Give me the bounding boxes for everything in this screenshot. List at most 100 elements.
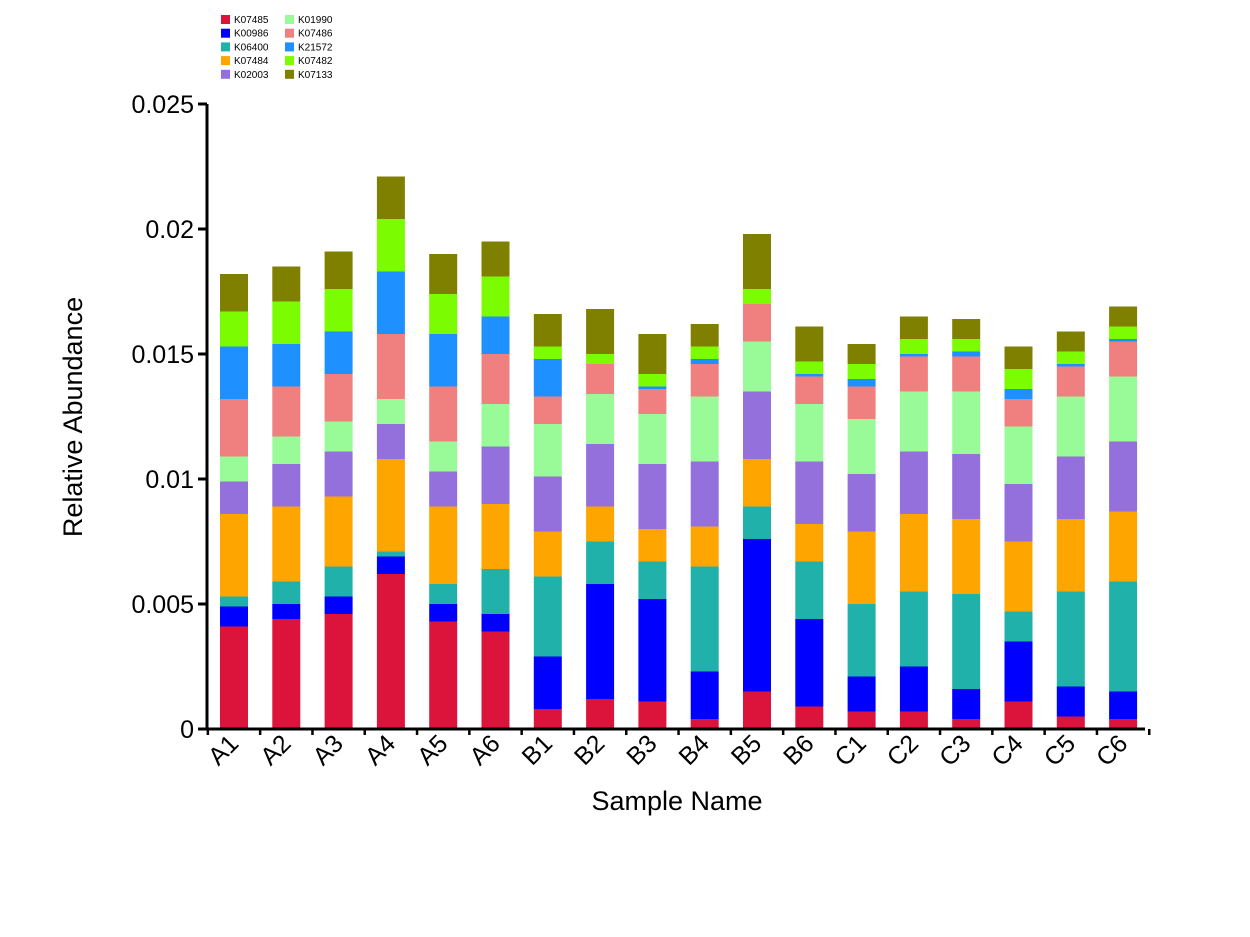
bar-segment-B5-K07484 bbox=[743, 459, 771, 507]
bar-segment-C2-K06400 bbox=[899, 591, 928, 667]
bar-segment-B1-K02003 bbox=[533, 476, 562, 532]
bar-segment-A1-K07486 bbox=[220, 399, 248, 457]
bar-segment-A4-K07484 bbox=[376, 459, 405, 552]
bar-segment-C3-K21572 bbox=[952, 351, 981, 357]
x-tick-label-C5: C5 bbox=[1039, 729, 1081, 771]
bar-segment-A3-K21572 bbox=[324, 331, 353, 374]
bar-segment-C5-K02003 bbox=[1056, 456, 1085, 519]
bar-segment-C3-K07485 bbox=[952, 719, 981, 729]
bar-segment-C2-K07485 bbox=[899, 711, 928, 729]
bar-segment-B2-K07486 bbox=[586, 364, 615, 394]
bar-segment-B6-K01990 bbox=[795, 404, 824, 462]
bar-segment-C4-K21572 bbox=[1004, 389, 1033, 399]
x-tick-label-A3: A3 bbox=[307, 729, 348, 770]
bar-segment-C4-K02003 bbox=[1004, 484, 1033, 542]
bar-segment-C3-K02003 bbox=[952, 454, 981, 519]
bar-segment-A2-K02003 bbox=[272, 464, 301, 507]
legend-swatch-K07484 bbox=[221, 56, 230, 66]
x-tick-label-A2: A2 bbox=[255, 729, 296, 770]
bar-segment-C2-K02003 bbox=[899, 451, 928, 514]
legend-label-K07485: K07485 bbox=[234, 15, 269, 26]
bar-segment-A6-K07133 bbox=[481, 241, 510, 277]
bar-segment-C3-K07484 bbox=[952, 519, 981, 594]
bar-segment-A1-K02003 bbox=[220, 481, 248, 514]
bar-segment-C5-K00986 bbox=[1056, 686, 1085, 717]
bar-segment-C2-K01990 bbox=[899, 391, 928, 452]
bar-segment-A2-K07484 bbox=[272, 506, 301, 582]
bar-segment-B3-K07484 bbox=[638, 529, 667, 562]
bar-segment-B6-K00986 bbox=[795, 619, 824, 707]
bar-segment-B6-K21572 bbox=[795, 374, 824, 377]
bar-segment-C1-K06400 bbox=[847, 604, 876, 677]
bar-segment-B6-K07484 bbox=[795, 524, 824, 562]
legend-swatch-K06400 bbox=[221, 42, 230, 52]
bar-segment-B1-K07486 bbox=[533, 396, 562, 424]
bar-segment-B5-K06400 bbox=[743, 506, 771, 539]
bar-segment-C4-K06400 bbox=[1004, 611, 1033, 642]
bar-segment-C4-K07482 bbox=[1004, 369, 1033, 389]
bar-segment-B4-K07482 bbox=[690, 346, 719, 359]
bar-segment-A4-K00986 bbox=[376, 556, 405, 574]
y-axis-title: Relative Abundance bbox=[58, 297, 88, 537]
bar-segment-A3-K07485 bbox=[324, 614, 353, 729]
bar-segment-B2-K06400 bbox=[586, 541, 615, 584]
bar-segment-B3-K00986 bbox=[638, 599, 667, 702]
bar-segment-A6-K01990 bbox=[481, 404, 510, 447]
bar-segment-B1-K07482 bbox=[533, 346, 562, 359]
bar-segment-C3-K01990 bbox=[952, 391, 981, 454]
bar-segment-C3-K07482 bbox=[952, 339, 981, 352]
bar-segment-C6-K07486 bbox=[1109, 341, 1138, 377]
bar-segment-C3-K07486 bbox=[952, 356, 981, 392]
bar-segment-C4-K07486 bbox=[1004, 399, 1033, 427]
legend-label-K07486: K07486 bbox=[298, 29, 333, 40]
bar-segment-A6-K02003 bbox=[481, 446, 510, 504]
x-tick-label-B3: B3 bbox=[621, 729, 662, 770]
bar-segment-A1-K06400 bbox=[220, 596, 248, 607]
x-tick-label-C3: C3 bbox=[934, 729, 976, 771]
bar-segment-C4-K07133 bbox=[1004, 346, 1033, 369]
x-tick-label-C6: C6 bbox=[1091, 729, 1133, 771]
axes bbox=[205, 104, 1145, 731]
bar-segment-A3-K07133 bbox=[324, 251, 353, 289]
bar-segment-A2-K06400 bbox=[272, 581, 301, 604]
bar-segment-A2-K07485 bbox=[272, 619, 301, 729]
bar-segment-C1-K01990 bbox=[847, 419, 876, 474]
bar-segment-C5-K06400 bbox=[1056, 591, 1085, 687]
bar-segment-B5-K07486 bbox=[743, 304, 771, 342]
legend-swatch-K07133 bbox=[285, 69, 294, 79]
bar-segment-B4-K00986 bbox=[690, 671, 719, 719]
bar-segment-A5-K21572 bbox=[429, 334, 458, 387]
bars bbox=[220, 176, 1138, 729]
bar-segment-B4-K01990 bbox=[690, 396, 719, 462]
bar-segment-A4-K06400 bbox=[376, 551, 405, 557]
bar-segment-A2-K01990 bbox=[272, 436, 301, 464]
bar-segment-B4-K02003 bbox=[690, 461, 719, 527]
bar-segment-A5-K07486 bbox=[429, 386, 458, 442]
bar-segment-A5-K07133 bbox=[429, 254, 458, 294]
bar-segment-C1-K00986 bbox=[847, 676, 876, 712]
legend-swatch-K21572 bbox=[285, 42, 294, 52]
bar-segment-B4-K07133 bbox=[690, 324, 719, 347]
bar-segment-C6-K07484 bbox=[1109, 511, 1138, 582]
x-tick-label-B6: B6 bbox=[778, 729, 819, 770]
legend: K07485 K00986 K06400 K07484 K02003 K01990 K074… bbox=[221, 15, 333, 81]
legend-swatch-K02003 bbox=[221, 69, 230, 79]
bar-segment-B1-K07485 bbox=[533, 709, 562, 729]
bar-segment-A4-K01990 bbox=[376, 399, 405, 424]
bar-segment-C5-K01990 bbox=[1056, 396, 1085, 457]
legend-swatch-K07482 bbox=[285, 56, 294, 66]
y-tick-label: 0.015 bbox=[131, 341, 194, 369]
bar-segment-A5-K07482 bbox=[429, 294, 458, 334]
bar-segment-B1-K07484 bbox=[533, 531, 562, 577]
bar-segment-A3-K01990 bbox=[324, 421, 353, 452]
bar-segment-C3-K00986 bbox=[952, 689, 981, 719]
bar-segment-C4-K07485 bbox=[1004, 701, 1033, 729]
bar-segment-B3-K21572 bbox=[638, 386, 667, 389]
bar-segment-B1-K07133 bbox=[533, 314, 562, 347]
bar-segment-A3-K06400 bbox=[324, 566, 353, 597]
x-tick-label-B5: B5 bbox=[726, 729, 767, 770]
bar-segment-A4-K07486 bbox=[376, 334, 405, 399]
bar-segment-A3-K07484 bbox=[324, 496, 353, 567]
bar-segment-C4-K07484 bbox=[1004, 541, 1033, 612]
